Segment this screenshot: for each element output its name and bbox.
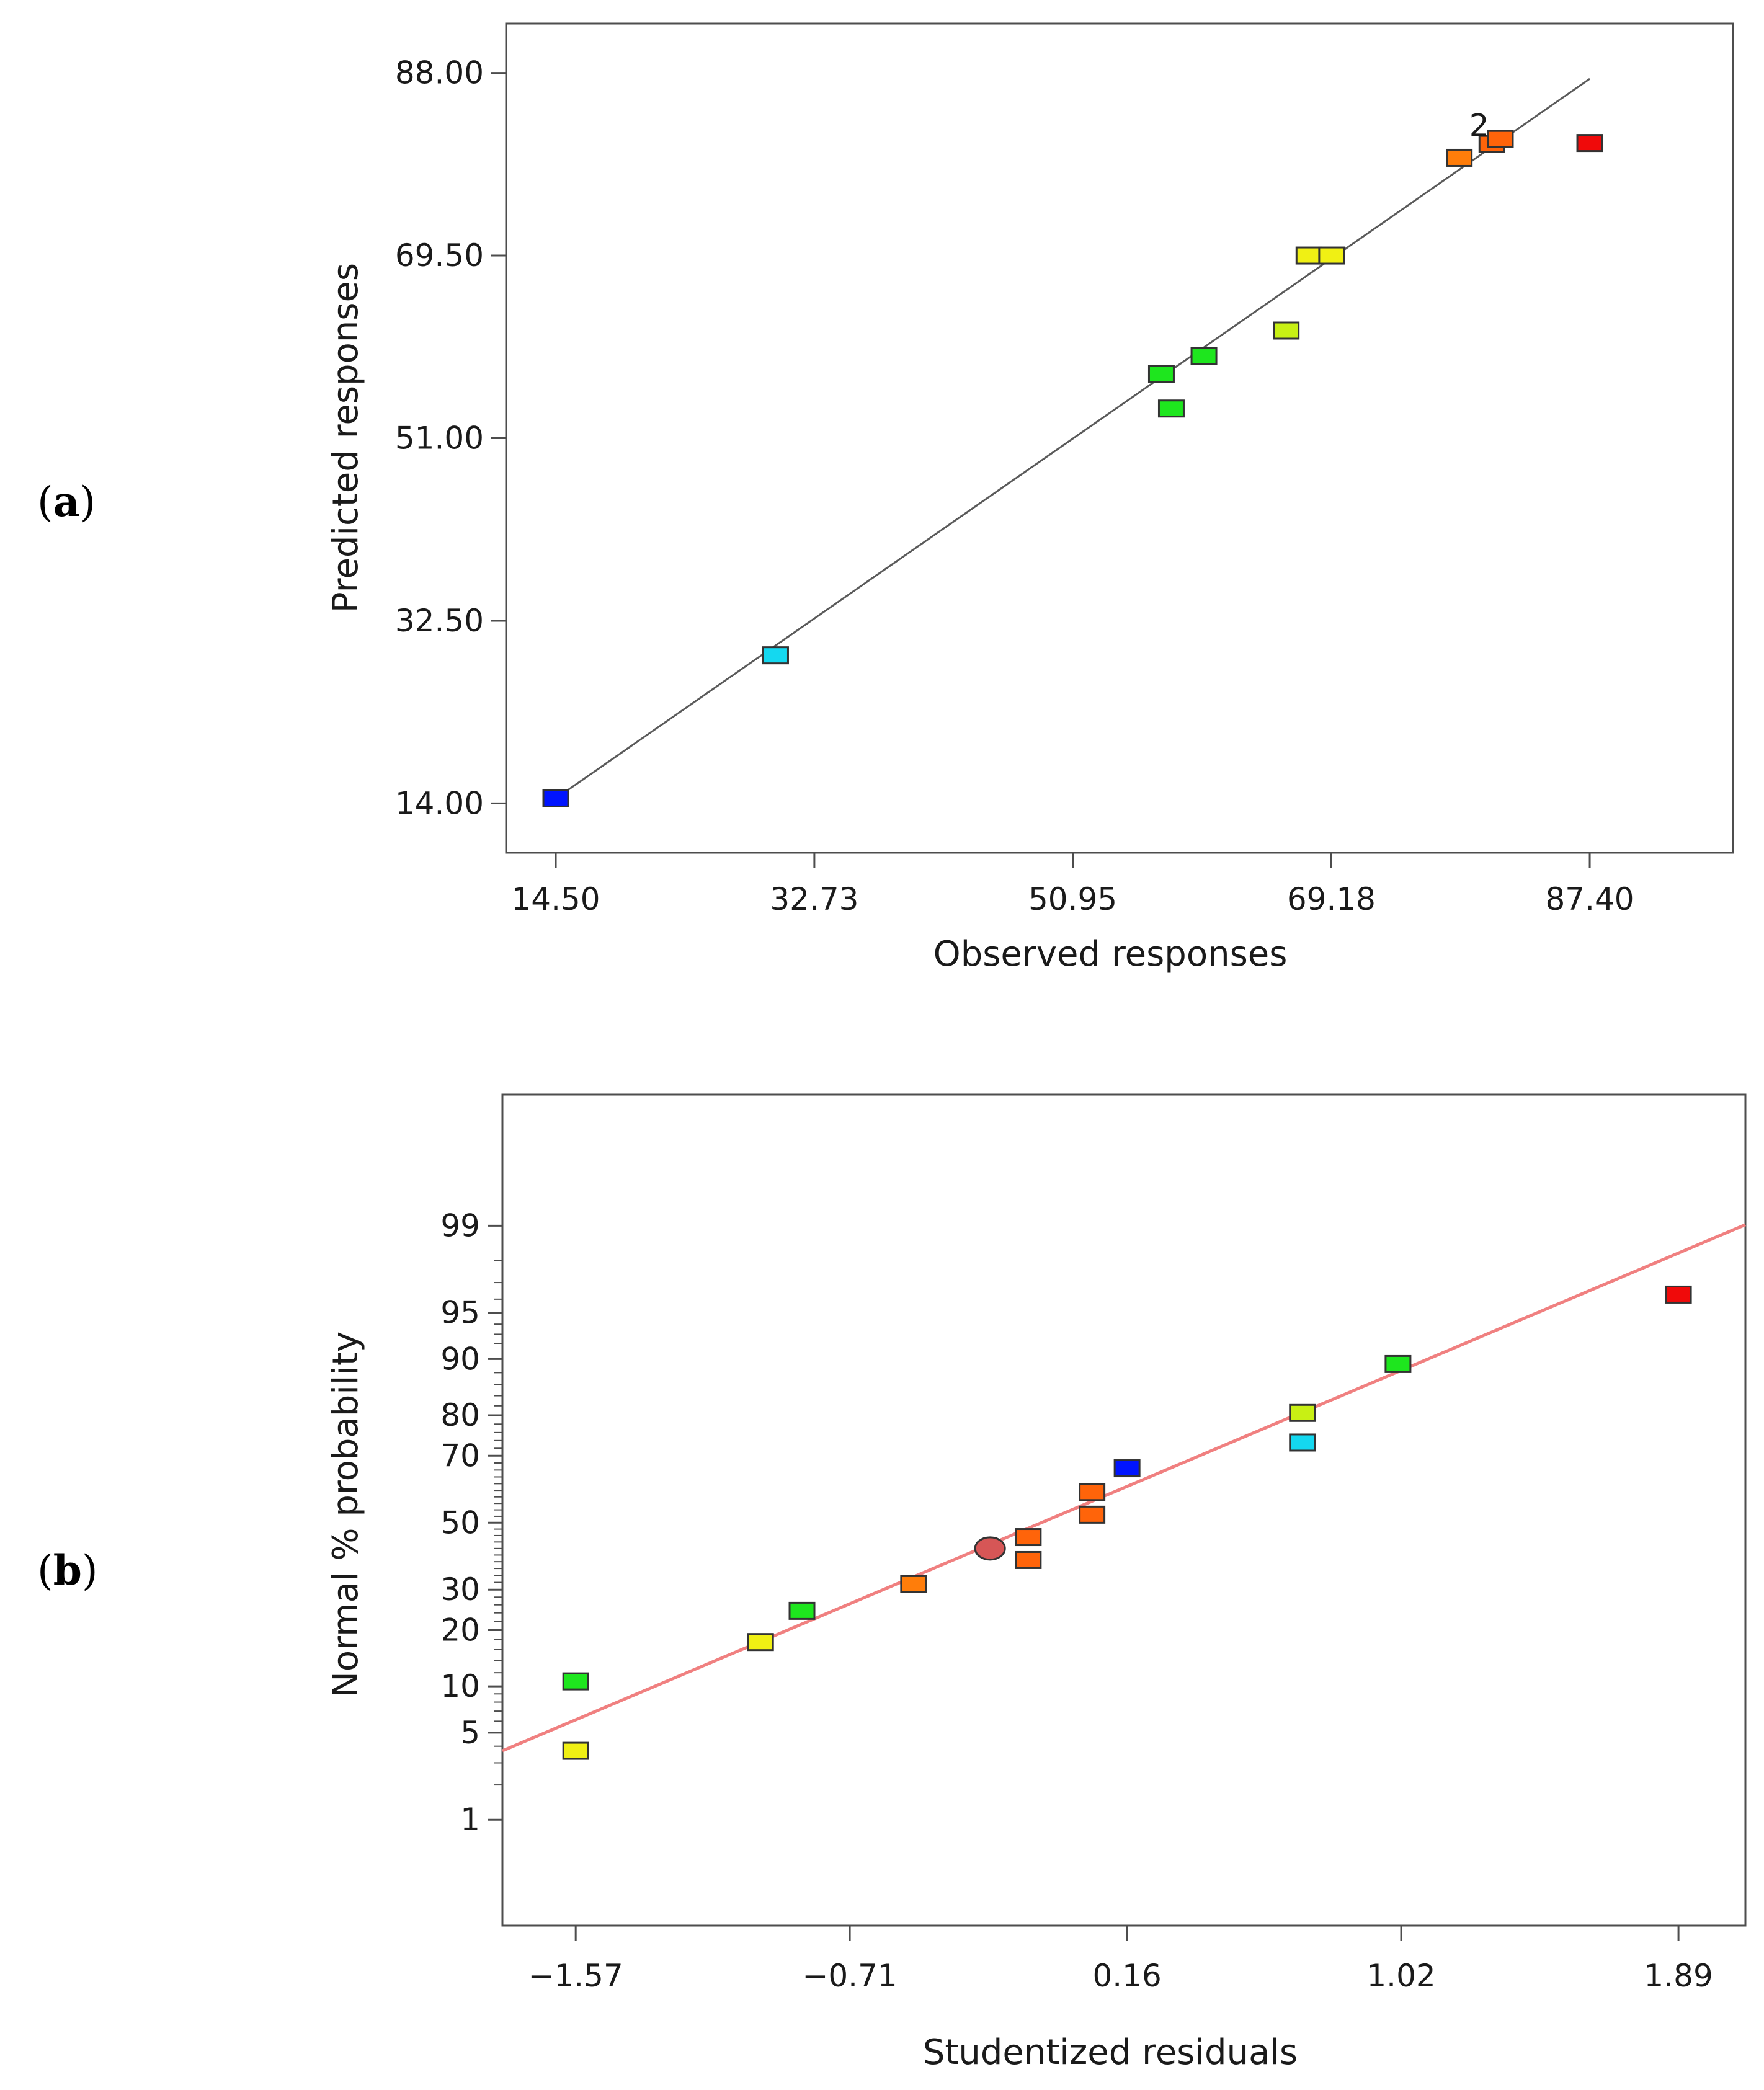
panel-b-close: ) bbox=[82, 1547, 98, 1594]
plot-a-xtick-label: 87.40 bbox=[1545, 881, 1634, 917]
plot-a-xtick-label: 14.50 bbox=[511, 881, 600, 917]
plot-a-frame bbox=[505, 22, 1734, 854]
plot-a-point bbox=[1318, 246, 1345, 265]
panel-a-letter: a bbox=[53, 478, 80, 526]
plot-b-point bbox=[562, 1741, 589, 1760]
plot-b-point bbox=[974, 1536, 1006, 1561]
plot-a-points bbox=[542, 130, 1603, 807]
panel-b: (b) 1 5 10 20 30 50 70 80 90 95 99 −1.57 −0.71 0.16 1… bbox=[37, 1093, 1747, 2073]
plot-a-point bbox=[1147, 365, 1175, 383]
plot-b-frame bbox=[501, 1093, 1747, 1927]
panel-a-close: ) bbox=[80, 478, 96, 526]
plot-b-point bbox=[562, 1672, 589, 1691]
plot-b-point bbox=[1384, 1354, 1412, 1373]
plot-b-ylabel: Normal % probability bbox=[326, 1332, 366, 1697]
plot-a-x-axis: 14.50 32.73 50.95 69.18 87.40 bbox=[511, 853, 1634, 917]
plot-b-point bbox=[1015, 1528, 1042, 1547]
plot-a-ytick-label: 14.00 bbox=[395, 785, 484, 821]
plot-b-point bbox=[1015, 1550, 1042, 1569]
panel-a-open: ( bbox=[37, 478, 53, 526]
plot-a-xlabel: Observed responses bbox=[933, 934, 1288, 974]
plot-b-fit-line bbox=[502, 1223, 1746, 1753]
plot-b-ytick-label: 1 bbox=[460, 1802, 480, 1838]
plot-a-ytick-label: 69.50 bbox=[395, 238, 484, 273]
plot-b-xtick-label: −1.57 bbox=[528, 1958, 623, 1994]
plot-b-point bbox=[1113, 1459, 1141, 1478]
panel-a-label: (a) bbox=[37, 478, 96, 526]
plot-b-xlabel: Studentized residuals bbox=[923, 2032, 1298, 2073]
plot-b-ytick-label: 20 bbox=[440, 1612, 480, 1648]
plot-b-y-axis: 1 5 10 20 30 50 70 80 90 95 99 bbox=[440, 1207, 502, 1838]
plot-b-ytick-label: 99 bbox=[440, 1207, 480, 1243]
plot-a-ytick-label: 88.00 bbox=[395, 55, 484, 91]
plot-b-ytick-label: 70 bbox=[440, 1438, 480, 1474]
panel-b-label: (b) bbox=[37, 1546, 98, 1594]
plot-b-ytick-label: 80 bbox=[440, 1397, 480, 1433]
plot-a-xtick-label: 32.73 bbox=[770, 881, 858, 917]
plot-a-point bbox=[1190, 347, 1218, 365]
plot-b-point bbox=[1079, 1483, 1106, 1501]
plot-b-point bbox=[747, 1633, 774, 1652]
plot-a-point bbox=[1487, 130, 1514, 148]
plot-a-point bbox=[1295, 246, 1322, 265]
plot-a-point bbox=[1273, 321, 1300, 340]
plot-a-xtick-label: 50.95 bbox=[1028, 881, 1117, 917]
plot-b-point bbox=[1289, 1433, 1316, 1452]
plot-b-point bbox=[900, 1575, 927, 1593]
plot-a-point bbox=[762, 646, 789, 665]
plot-a-fit-line bbox=[562, 78, 1590, 794]
plot-a-point bbox=[1446, 148, 1473, 167]
plot-a-ytick-label: 51.00 bbox=[395, 420, 484, 456]
plot-b-xtick-label: −0.71 bbox=[802, 1958, 897, 1994]
plot-b-xtick-label: 1.89 bbox=[1644, 1958, 1713, 1994]
plot-a-ylabel: Predicted responses bbox=[326, 263, 366, 613]
plot-a-y-axis: 14.00 32.50 51.00 69.50 88.00 bbox=[395, 55, 506, 821]
plot-b-xtick-label: 1.02 bbox=[1366, 1958, 1435, 1994]
plot-b-point bbox=[1665, 1285, 1692, 1304]
plot-a-point bbox=[1576, 134, 1603, 153]
plot-b-ytick-label: 10 bbox=[440, 1668, 480, 1704]
plot-a-point bbox=[542, 789, 569, 807]
plot-b-xtick-label: 0.16 bbox=[1092, 1958, 1161, 1994]
plot-b-point bbox=[788, 1601, 816, 1620]
plot-b-ytick-label: 95 bbox=[440, 1295, 480, 1331]
plot-a-point bbox=[1157, 399, 1185, 418]
plot-b-ytick-label: 5 bbox=[460, 1715, 480, 1751]
plot-b-x-axis: −1.57 −0.71 0.16 1.02 1.89 bbox=[528, 1926, 1713, 1994]
panel-b-letter: b bbox=[53, 1546, 82, 1594]
plot-b-point bbox=[1289, 1403, 1316, 1422]
plot-b-ytick-label: 50 bbox=[440, 1505, 480, 1541]
panel-a: (a) 14.00 32.50 51.00 69.50 88.00 14.50 32.73… bbox=[37, 22, 1734, 974]
panel-b-open: ( bbox=[37, 1547, 53, 1594]
plot-b-ytick-label: 30 bbox=[440, 1572, 480, 1608]
plot-b-points bbox=[562, 1285, 1692, 1760]
plot-b-ytick-label: 90 bbox=[440, 1341, 480, 1377]
plot-a-xtick-label: 69.18 bbox=[1287, 881, 1376, 917]
plot-a-annotation: 2 bbox=[1469, 107, 1489, 143]
plot-b-point bbox=[1079, 1505, 1106, 1524]
plot-a-ytick-label: 32.50 bbox=[395, 603, 484, 639]
